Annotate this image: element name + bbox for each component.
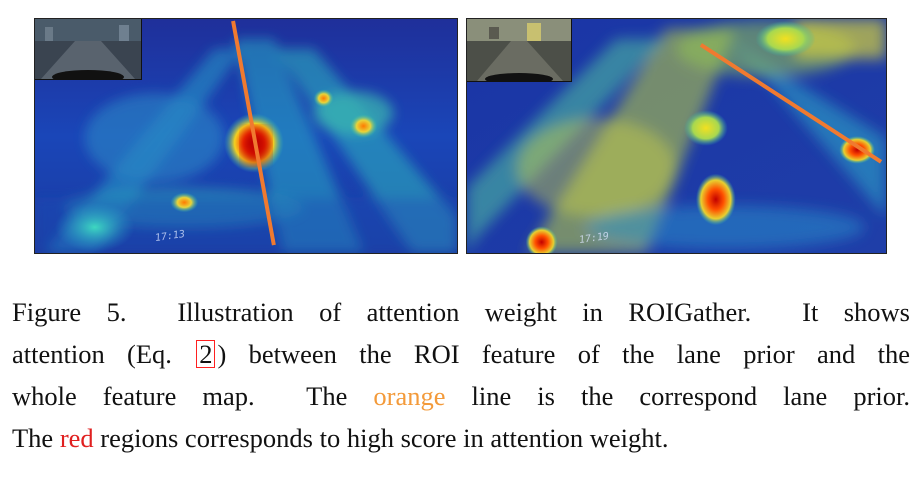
caption-line-4: The red regions corresponds to high scor… xyxy=(12,417,910,459)
equation-reference-link[interactable]: 2 xyxy=(196,340,216,368)
red-keyword: red xyxy=(59,423,94,453)
attention-map-right: 17:19 xyxy=(466,18,887,254)
caption-text: whole feature map. The xyxy=(12,381,374,411)
caption-text: The xyxy=(12,423,60,453)
lane-prior-line-right xyxy=(699,43,883,164)
caption-line-2: attention (Eq. 2) between the ROI featur… xyxy=(12,333,910,375)
caption-text: attention (Eq. xyxy=(12,339,172,369)
orange-keyword: orange xyxy=(373,381,446,411)
heatmap-left xyxy=(35,19,457,253)
caption-text: line is the correspond lane prior. xyxy=(445,381,910,411)
inset-camera-right xyxy=(467,19,572,82)
figure-caption: Figure 5. Illustration of attention weig… xyxy=(12,291,910,459)
caption-text: regions corresponds to high score in att… xyxy=(93,423,669,453)
attention-map-left: 17:13 xyxy=(34,18,458,254)
lane-prior-line-left xyxy=(231,20,276,246)
caption-line-1: Figure 5. Illustration of attention weig… xyxy=(12,297,910,327)
caption-line-3: whole feature map. The orange line is th… xyxy=(12,375,910,417)
inset-camera-left xyxy=(35,19,142,80)
heatmap-right xyxy=(467,19,886,253)
caption-text: ) between the ROI feature of the lane pr… xyxy=(217,339,910,369)
